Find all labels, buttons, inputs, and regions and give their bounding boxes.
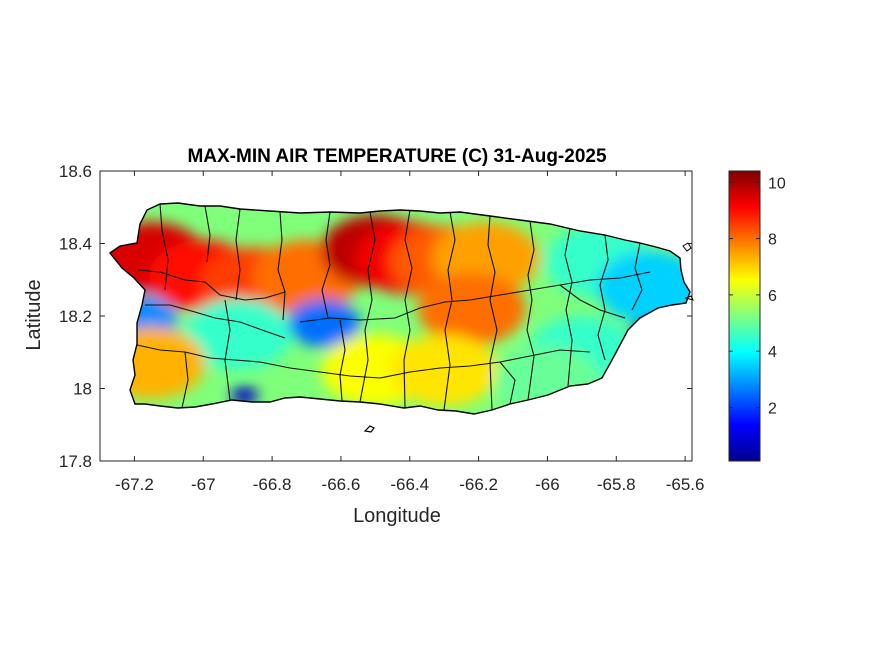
municipality-border-15	[526, 220, 535, 401]
municipality-border-19	[224, 299, 231, 401]
x-tick-label-3: -66.6	[322, 475, 361, 494]
temperature-field	[110, 214, 690, 414]
y-tick-label-2: 18.2	[59, 307, 92, 326]
east-coast-cays	[682, 242, 694, 301]
x-tick-label-5: -66.2	[459, 475, 498, 494]
temperature-sample-14	[390, 334, 499, 407]
y-axis-label: Latitude	[23, 279, 45, 350]
municipality-border-8	[235, 208, 241, 301]
x-tick-label-8: -65.6	[666, 475, 705, 494]
x-tick-label-1: -67	[191, 475, 216, 494]
island-outline	[108, 202, 691, 415]
caja-de-muertos-island	[363, 425, 375, 433]
municipality-border-12	[403, 209, 413, 409]
municipality-border-11	[359, 211, 376, 403]
x-tick-label-4: -66.4	[390, 475, 429, 494]
temperature-sample-11	[183, 298, 292, 371]
colorbar-tick-label-1: 4	[768, 344, 777, 361]
x-tick-label-6: -66	[535, 475, 560, 494]
municipality-border-23	[499, 361, 516, 405]
y-tick-label-4: 17.8	[59, 452, 92, 471]
x-axis-label: Longitude	[353, 505, 441, 527]
municipality-border-10	[321, 211, 331, 319]
municipality-boundaries	[136, 203, 651, 411]
colorbar-tick-label-0: 2	[768, 401, 777, 418]
temperature-sample-10	[287, 299, 360, 348]
temperature-sample-8	[417, 272, 526, 345]
y-axis-ticks: 18.6 18.4 18.2 18 17.8	[59, 162, 692, 471]
colorbar-tick-label-3: 8	[768, 232, 777, 249]
municipality-border-22	[559, 284, 626, 319]
colorbar-tick-label-2: 6	[768, 288, 777, 305]
municipality-border-0	[137, 269, 286, 301]
municipality-border-21	[339, 319, 346, 402]
colorbar	[728, 170, 761, 462]
map-title: MAX-MIN AIR TEMPERATURE (C) 31-Aug-2025	[187, 146, 607, 167]
y-tick-label-1: 18.4	[59, 235, 92, 254]
y-tick-label-0: 18.6	[59, 162, 92, 181]
municipality-border-6	[159, 203, 169, 291]
municipality-border-3	[299, 299, 471, 323]
municipality-border-13	[443, 211, 456, 411]
municipality-border-18	[631, 242, 643, 311]
municipality-border-17	[597, 234, 609, 361]
y-tick-label-3: 18	[73, 380, 92, 399]
x-tick-label-7: -65.8	[597, 475, 636, 494]
municipality-border-2	[136, 344, 291, 369]
x-axis-ticks: -67.2 -67 -66.8 -66.6 -66.4 -66.2 -66 -65.8 -65.…	[115, 171, 704, 494]
municipality-border-1	[145, 304, 286, 339]
municipality-border-9	[277, 211, 286, 321]
municipality-border-16	[564, 228, 573, 387]
municipality-border-20	[181, 351, 189, 409]
x-tick-label-2: -66.8	[253, 475, 292, 494]
municipality-border-14	[487, 215, 498, 411]
colorbar-ticks: 2 4 6 8 10	[729, 175, 786, 418]
colorbar-tick-label-4: 10	[768, 175, 786, 192]
x-tick-label-0: -67.2	[115, 475, 154, 494]
municipality-border-7	[204, 205, 211, 263]
